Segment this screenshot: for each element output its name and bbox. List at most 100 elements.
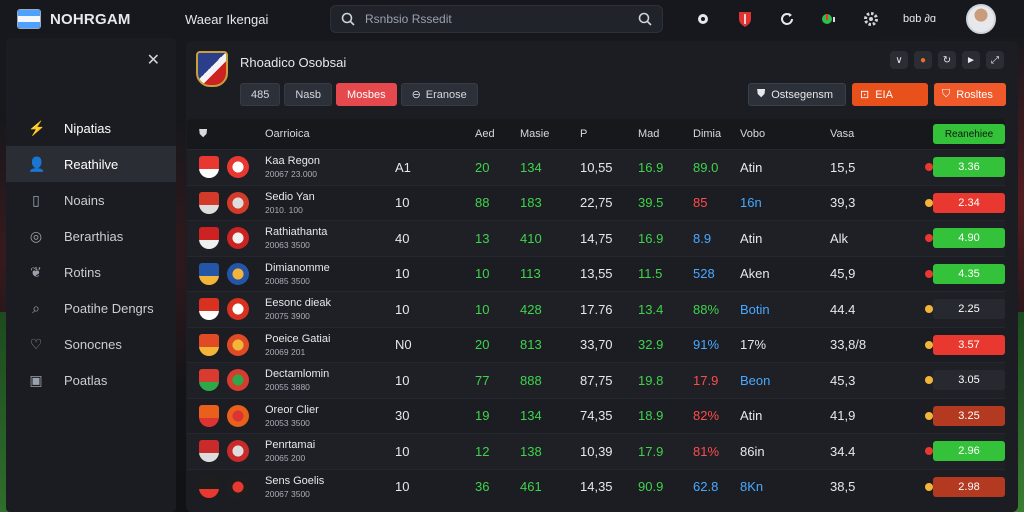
table-header-icon: ⛊ xyxy=(199,127,208,140)
odds-cell: 2.25 xyxy=(923,299,1005,320)
top-bar: NOHRGAM Waear Ikengai bɑb ∂ɑ xyxy=(0,0,1024,38)
sidebar-item-berarthias[interactable]: ◎ Berarthias xyxy=(6,218,176,254)
sidebar-nav: ⚡ Nipatias 👤 Reathilve ▯ Noains ◎ Berart… xyxy=(6,110,176,398)
eia-label: EIA xyxy=(875,88,893,101)
odds-value: 3.25 xyxy=(958,409,980,422)
cell-c4: 183 xyxy=(520,195,542,211)
cell-c7: 81% xyxy=(693,443,720,459)
chip-mosbes[interactable]: Mosbes xyxy=(336,83,397,106)
sidebar-item-reathilve[interactable]: 👤 Reathilve xyxy=(6,146,176,182)
odds-button[interactable]: 3.36 xyxy=(925,157,1005,178)
sidebar-item-rotins[interactable]: ❦ Rotins xyxy=(6,254,176,290)
team-cell[interactable]: Kaa Regon 20067 23.000 xyxy=(265,155,395,179)
chip-485[interactable]: 485 xyxy=(240,83,281,106)
table-row[interactable]: Kaa Regon 20067 23.000 A1 20 134 10,55 16.9 89.… xyxy=(187,149,1005,185)
trophy-icon[interactable] xyxy=(819,9,839,29)
team-cell[interactable]: Sedio Yan 2010. 100 xyxy=(265,191,395,215)
cell-c6: 19.8 xyxy=(638,372,664,388)
table-row[interactable]: Sedio Yan 2010. 100 10 88 183 22,75 39.5 85 16n 3… xyxy=(187,184,1005,221)
team-name: Sedio Yan xyxy=(265,190,315,203)
odds-button[interactable]: 3.25 xyxy=(925,405,1005,426)
odds-button[interactable]: 3.05 xyxy=(925,370,1005,391)
pause-icon[interactable]: ∨ xyxy=(890,51,908,69)
cell-c6: 39.5 xyxy=(638,195,664,211)
search-input[interactable] xyxy=(365,12,628,26)
team-cell[interactable]: Eesonc dieak 20075 3900 xyxy=(265,297,395,321)
team-cell[interactable]: Oreor Clier 20053 3500 xyxy=(265,404,395,428)
refresh-icon[interactable] xyxy=(777,9,797,29)
cell-c8: 86in xyxy=(740,443,765,459)
team-cell[interactable]: Dectamlomin 20055 3880 xyxy=(265,368,395,392)
odds-button[interactable]: 4.90 xyxy=(925,228,1005,249)
settings-small-icon[interactable]: ● xyxy=(914,51,932,69)
crest-cell xyxy=(187,475,265,498)
close-icon[interactable]: ✕ xyxy=(146,52,160,69)
table-row[interactable]: Poeice Gatiai 20069 201 N0 20 813 33,70 32.9 91… xyxy=(187,326,1005,363)
odds-button[interactable]: 2.34 xyxy=(925,192,1005,213)
sidebar-item-poatihe-dengrs[interactable]: ⌕ Poatihe Dengrs xyxy=(6,290,176,326)
cell-c4: 888 xyxy=(520,372,542,388)
odds-button[interactable]: 2.96 xyxy=(925,441,1005,462)
user-icon: 👤 xyxy=(28,155,46,172)
search-submit-icon[interactable] xyxy=(638,12,652,26)
team-cell[interactable]: Penrtamai 20065 200 xyxy=(265,439,395,463)
cell-c5: 14,35 xyxy=(580,479,613,495)
gear-icon[interactable] xyxy=(693,9,713,29)
cell-c7: 62.8 xyxy=(693,479,719,495)
odds-value: 2.34 xyxy=(958,196,980,209)
search-bar[interactable] xyxy=(330,5,663,33)
settings-icon[interactable] xyxy=(861,9,881,29)
play-icon[interactable]: ► xyxy=(962,51,980,69)
odds-button[interactable]: 2.98 xyxy=(925,476,1005,497)
team-name: Penrtamai xyxy=(265,439,316,452)
app-logo[interactable]: NOHRGAM xyxy=(0,10,185,28)
refresh-small-icon[interactable]: ↻ xyxy=(938,51,956,69)
crest-cell xyxy=(187,156,265,179)
header-filter-button[interactable]: Reanehiee xyxy=(933,124,1005,144)
cell-c8: 16n xyxy=(740,195,762,211)
chip-nasb[interactable]: Nasb xyxy=(284,83,333,106)
sidebar-item-sonocnes[interactable]: ♡ Sonocnes xyxy=(6,326,176,362)
table-row[interactable]: Rathiathanta 20063 3500 40 13 410 14,75 16.9 8.… xyxy=(187,220,1005,256)
shield-icon[interactable] xyxy=(735,9,755,29)
odds-button[interactable]: 4.35 xyxy=(925,263,1005,284)
table-row[interactable]: Dimianomme 20085 3500 10 10 113 13,55 11.5 528 A… xyxy=(187,255,1005,292)
mini-toolbar: ∨ ● ↻ ► ⤢ xyxy=(890,51,1004,69)
cell-c6: 17.9 xyxy=(638,443,664,459)
team-cell[interactable]: Rathiathanta 20063 3500 xyxy=(265,226,395,250)
cell-c8: Atin xyxy=(740,159,763,175)
sidebar-item-label: Rotins xyxy=(64,264,101,280)
avatar[interactable] xyxy=(965,4,996,34)
away-crest-icon xyxy=(227,262,249,285)
eia-button[interactable]: ⊡ EIA xyxy=(852,83,928,106)
home-crest-icon xyxy=(199,191,219,214)
table-row[interactable]: Sens Goelis 20067 3500 10 36 461 14,35 90.9 62.… xyxy=(187,468,1005,505)
odds-value: 3.05 xyxy=(958,374,980,387)
sidebar-item-poatlas[interactable]: ▣ Poatlas xyxy=(6,362,176,398)
chip-eranose[interactable]: ⊖ Eranose xyxy=(400,83,478,106)
team-cell[interactable]: Dimianomme 20085 3500 xyxy=(265,262,395,286)
sidebar-item-noains[interactable]: ▯ Noains xyxy=(6,182,176,218)
odds-indicator-icon xyxy=(925,305,933,314)
cell-c9: Alk xyxy=(830,230,849,246)
team-cell[interactable]: Sens Goelis 20067 3500 xyxy=(265,475,395,499)
table-row[interactable]: Penrtamai 20065 200 10 12 138 10,39 17.9 81% 86i… xyxy=(187,433,1005,469)
cell-c9: 45,9 xyxy=(830,266,856,282)
odds-indicator-icon xyxy=(925,269,933,278)
heart-icon: ♡ xyxy=(29,335,43,352)
header-c9: Vasa xyxy=(830,128,855,140)
box-icon: ▣ xyxy=(29,371,43,388)
odds-button[interactable]: 3.57 xyxy=(925,334,1005,355)
cell-c3: 20 xyxy=(475,337,490,353)
odds-button[interactable]: 2.25 xyxy=(925,299,1005,320)
ostsegensm-button[interactable]: ⛊ Ostsegensm xyxy=(748,83,846,106)
team-cell[interactable]: Poeice Gatiai 20069 201 xyxy=(265,333,395,357)
table-row[interactable]: Dectamlomin 20055 3880 10 77 888 87,75 19.8 17.… xyxy=(187,362,1005,398)
expand-icon[interactable]: ⤢ xyxy=(986,51,1004,69)
table-row[interactable]: Eesonc dieak 20075 3900 10 10 428 17.76 13.4 88… xyxy=(187,291,1005,327)
table-row[interactable]: Oreor Clier 20053 3500 30 19 134 74,35 18.9 82%… xyxy=(187,397,1005,434)
search-icon: ⌕ xyxy=(32,299,40,316)
rosltes-button[interactable]: ⛉ Rosltes xyxy=(934,83,1006,106)
sidebar-item-nipatias[interactable]: ⚡ Nipatias xyxy=(6,110,176,146)
header-icon-cell: ⛊ xyxy=(187,128,265,141)
